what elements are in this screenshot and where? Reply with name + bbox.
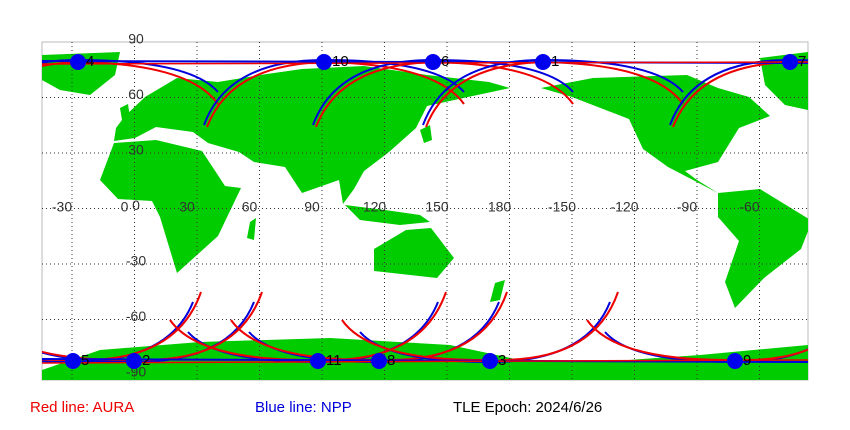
satellite-marker [425, 54, 441, 70]
track [499, 291, 619, 361]
lat-label: 0 [132, 197, 140, 213]
lon-label: -150 [548, 199, 576, 215]
labels: -30 0 30 60 90 120 150 180 -150 -120 -90 -60 90 60 30 0… [52, 31, 806, 380]
track [422, 59, 544, 126]
satellite-label: 11 [326, 352, 342, 369]
track [341, 319, 483, 361]
track [586, 319, 728, 361]
satellite-label: 7 [798, 53, 806, 70]
map [42, 42, 808, 380]
lon-label: 60 [242, 199, 258, 215]
track [432, 59, 574, 93]
satellite-label: 10 [332, 53, 349, 70]
satellite-label: 6 [441, 53, 449, 70]
track [323, 59, 465, 93]
satellite-marker [535, 54, 551, 70]
satellite-label: 2 [142, 352, 150, 369]
satellite-marker [727, 353, 743, 369]
satellite-marker [316, 54, 332, 70]
satellite-marker [371, 353, 387, 369]
lon-label: 30 [179, 199, 195, 215]
lon-label: 150 [425, 199, 449, 215]
satellite-label: 4 [86, 53, 94, 70]
track [42, 360, 74, 363]
satellite-marker [482, 353, 498, 369]
lon-label: 0 [121, 199, 129, 215]
track [42, 358, 808, 363]
legend-npp: Blue line: NPP [255, 399, 352, 416]
satellite-label: 5 [81, 352, 89, 369]
satellite-marker [65, 353, 81, 369]
lon-label: -90 [677, 199, 697, 215]
satellite-label: 9 [743, 352, 751, 369]
legend-aura: Red line: AURA [30, 399, 134, 416]
satellite-marker [782, 54, 798, 70]
satellite-label: 3 [498, 352, 506, 369]
satellite-marker [70, 54, 86, 70]
track [744, 348, 808, 361]
satellite-label: 8 [387, 352, 395, 369]
track [312, 59, 434, 126]
track [42, 61, 808, 65]
lon-label: 120 [363, 199, 387, 215]
lon-label: -30 [52, 199, 72, 215]
satellite-label: 1 [551, 53, 559, 70]
grid [42, 42, 808, 380]
lat-label: -30 [126, 253, 146, 269]
lon-label: 90 [304, 199, 320, 215]
track [669, 59, 791, 126]
lat-label: 60 [128, 86, 144, 102]
satellite-marker [310, 353, 326, 369]
lat-label: 90 [128, 31, 144, 47]
lat-label: 30 [128, 142, 144, 158]
lon-label: 180 [488, 199, 512, 215]
track [42, 359, 808, 364]
track [42, 61, 87, 67]
track [67, 61, 219, 105]
lat-label: -60 [126, 308, 146, 324]
satellite-marker [126, 353, 142, 369]
lon-label: -60 [739, 199, 759, 215]
track [388, 291, 508, 361]
legend-epoch: TLE Epoch: 2024/6/26 [453, 399, 602, 416]
lon-label: -120 [610, 199, 638, 215]
tracks [42, 59, 808, 364]
track [542, 59, 684, 93]
